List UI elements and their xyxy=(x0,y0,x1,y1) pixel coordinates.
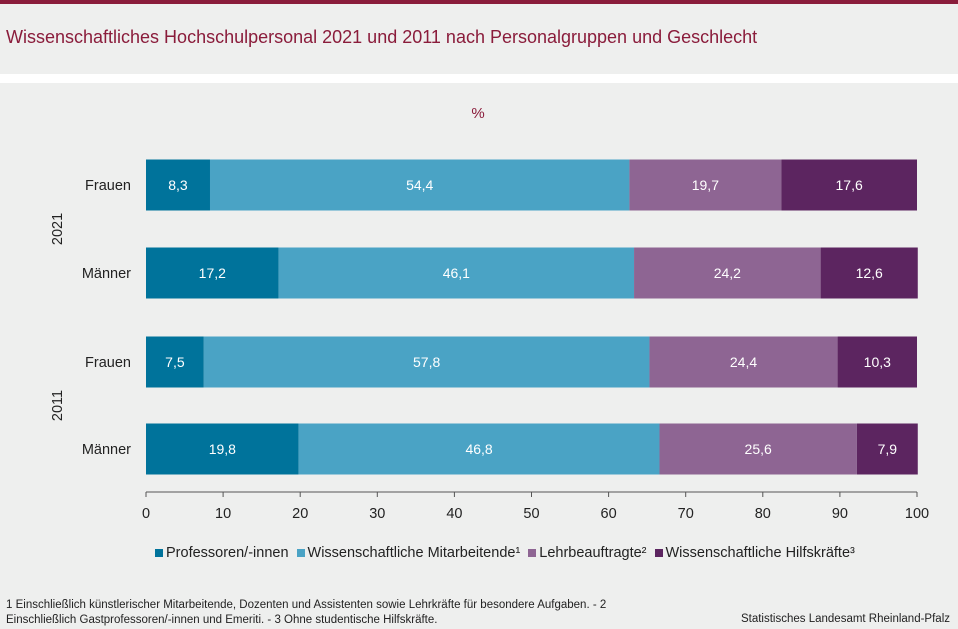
data-label: 24,4 xyxy=(730,354,757,370)
bar-segment xyxy=(649,336,838,388)
legend-swatch xyxy=(296,549,305,557)
bar-segment xyxy=(146,423,299,475)
data-label: 17,2 xyxy=(199,265,226,281)
header-separator xyxy=(0,74,958,83)
data-label: 19,8 xyxy=(209,441,236,457)
group-label: 2011 xyxy=(50,390,66,421)
x-tick-label: 30 xyxy=(369,506,385,522)
top-accent-bar xyxy=(0,0,958,4)
bar-segment xyxy=(203,336,650,388)
x-tick-label: 80 xyxy=(755,506,771,522)
data-label: 7,5 xyxy=(165,354,185,370)
legend-swatch xyxy=(155,549,163,557)
data-label: 57,8 xyxy=(413,354,440,370)
x-tick-label: 90 xyxy=(832,506,848,522)
group-label: 2021 xyxy=(50,213,66,245)
legend-item: Wissenschaftliche Mitarbeitende¹ xyxy=(296,545,521,561)
category-label: Männer xyxy=(82,266,131,282)
legend-label: Lehrbeauftragte² xyxy=(539,545,647,561)
chart-title: Wissenschaftliches Hochschulpersonal 202… xyxy=(6,27,758,47)
x-tick-label: 20 xyxy=(292,506,308,522)
legend-swatch xyxy=(528,549,537,557)
data-label: 46,8 xyxy=(465,441,492,457)
source-note: Statistisches Landesamt Rheinland-Pfalz xyxy=(740,613,950,625)
category-label: Männer xyxy=(82,442,131,458)
bar-segment xyxy=(146,159,210,211)
bar-segment xyxy=(856,423,918,475)
legend-item: Lehrbeauftragte² xyxy=(528,545,647,561)
data-label: 19,7 xyxy=(692,177,719,193)
data-label: 12,6 xyxy=(856,265,883,281)
legend-label: Wissenschaftliche Mitarbeitende¹ xyxy=(307,545,521,561)
data-label: 54,4 xyxy=(406,177,433,193)
x-tick-label: 100 xyxy=(905,506,929,522)
x-tick-label: 60 xyxy=(601,506,617,522)
data-label: 46,1 xyxy=(443,265,470,281)
chart-legend: Professoren/-innen Wissenschaftliche Mita… xyxy=(155,545,863,561)
x-tick-label: 40 xyxy=(446,506,462,522)
x-tick-label: 50 xyxy=(523,506,539,522)
data-label: 24,2 xyxy=(714,265,741,281)
x-tick-label: 10 xyxy=(215,506,231,522)
stacked-bar-chart: % 8,3 54,4 19,7 17,6 Frauen 17,2 46,1 24,2 12,6 Mä… xyxy=(50,105,929,522)
data-label: 10,3 xyxy=(864,354,891,370)
bar-segment xyxy=(781,159,917,211)
bar-segment xyxy=(629,159,782,211)
bar-segment xyxy=(146,336,204,388)
bar-segment xyxy=(659,423,857,475)
category-label: Frauen xyxy=(85,355,131,371)
bar-segment xyxy=(837,336,917,388)
x-tick-label: 0 xyxy=(142,506,150,522)
data-label: 25,6 xyxy=(745,441,772,457)
legend-label: Wissenschaftliche Hilfskräfte³ xyxy=(665,545,855,561)
bar-segment xyxy=(209,159,630,211)
data-label: 7,9 xyxy=(878,441,898,457)
footnote: 1 Einschließlich künstlerischer Mitarbei… xyxy=(6,599,607,626)
bar-segment xyxy=(278,247,635,299)
bar-segment xyxy=(146,247,279,299)
unit-label: % xyxy=(471,105,484,122)
category-label: Frauen xyxy=(85,178,131,194)
legend-item: Professoren/-innen xyxy=(155,545,289,561)
x-tick-label: 70 xyxy=(678,506,694,522)
bar-segment xyxy=(634,247,821,299)
legend-swatch xyxy=(654,549,663,557)
data-label: 8,3 xyxy=(168,177,188,193)
legend-item: Wissenschaftliche Hilfskräfte³ xyxy=(654,545,855,561)
data-label: 17,6 xyxy=(836,177,863,193)
legend-label: Professoren/-innen xyxy=(166,545,289,561)
bar-segment xyxy=(820,247,918,299)
bar-segment xyxy=(298,423,660,475)
